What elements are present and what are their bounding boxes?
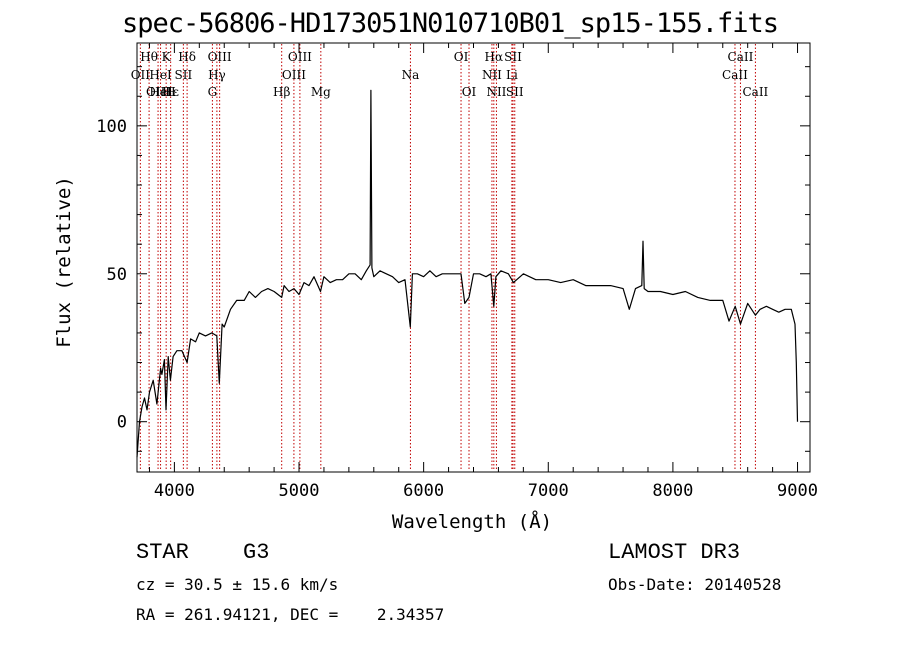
spectral-line-label: OI <box>462 85 477 99</box>
spectral-line-label: CaII <box>728 50 754 64</box>
axis-ticks: 4000 5000 6000 7000 8000 9000 0 50 100 <box>96 43 818 501</box>
x-tick-label: 5000 <box>279 481 320 501</box>
spectral-line-label: OI <box>454 50 469 64</box>
x-tick-label: 8000 <box>652 481 693 501</box>
spectral-line-label: SII <box>506 85 524 99</box>
x-tick-label: 9000 <box>777 481 818 501</box>
spectral-line-markers <box>139 44 756 471</box>
spectral-line-label: Hε <box>162 85 179 99</box>
x-tick-label: 7000 <box>528 481 569 501</box>
y-tick-label: 0 <box>117 413 127 433</box>
chart-title: spec-56806-HD173051N010710B01_sp15-155.f… <box>122 8 779 39</box>
spectral-line-label: OIII <box>146 85 170 99</box>
spectral-line-label: Na <box>402 68 420 82</box>
observation-date: Obs-Date: 20140528 <box>608 575 782 594</box>
y-tick-label: 50 <box>107 265 127 285</box>
spectral-line-label: HeI <box>149 68 172 82</box>
spectral-line-label: Hα <box>485 50 504 64</box>
survey-name: LAMOST DR3 <box>608 540 741 565</box>
x-axis-label: Wavelength (Å) <box>391 511 553 533</box>
redshift-velocity: cz = 30.5 ± 15.6 km/s <box>136 575 339 594</box>
spectral-line-label: OIII <box>288 50 312 64</box>
object-type: STAR <box>136 540 189 565</box>
spectral-line-label: Hδ <box>178 50 196 64</box>
subclass: G3 <box>243 540 270 565</box>
spectral-line-label: HeI <box>149 85 172 99</box>
spectral-line-label: Hθ <box>140 50 158 64</box>
spectral-line-label: Hβ <box>273 85 290 99</box>
flux-series-line <box>136 89 799 458</box>
spectral-line-label: SII <box>175 68 193 82</box>
x-tick-label: 6000 <box>403 481 444 501</box>
spectral-line-label: NII <box>486 85 506 99</box>
x-tick-label: 4000 <box>154 481 195 501</box>
spectral-line-label: K <box>162 50 172 64</box>
spectral-line-label: Hγ <box>208 68 226 82</box>
spectral-line-label: Mg <box>311 85 331 99</box>
spectral-line-label: Li <box>506 68 518 82</box>
spectral-line-label: H <box>165 85 175 99</box>
spectral-line-label: CaII <box>722 68 748 82</box>
spectral-line-label: CaII <box>742 85 768 99</box>
spectral-line-label: OIII <box>282 68 306 82</box>
plot-frame <box>136 42 811 473</box>
spectral-line-label: NII <box>482 68 502 82</box>
coordinates: RA = 261.94121, DEC = 2.34357 <box>136 605 445 624</box>
y-tick-label: 100 <box>96 117 127 137</box>
spectral-line-label: G <box>208 85 218 99</box>
spectral-line-label: SII <box>504 50 522 64</box>
spectral-line-label: OIII <box>208 50 232 64</box>
y-axis-label: Flux (relative) <box>53 176 75 348</box>
spectral-line-label: OII <box>131 68 151 82</box>
